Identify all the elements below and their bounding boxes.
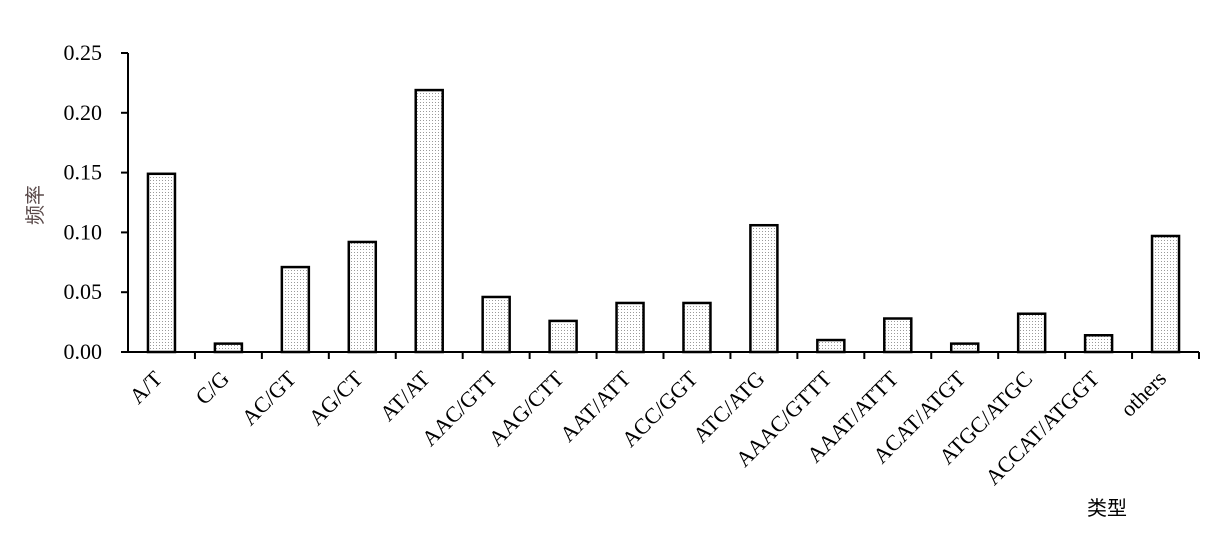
x-category-label: AT/AT <box>375 365 435 425</box>
y-tick-label: 0.10 <box>64 219 103 244</box>
bar <box>213 342 244 354</box>
x-axis-ticks <box>193 352 1200 359</box>
x-category-label: others <box>1115 366 1171 422</box>
y-tick-label: 0.25 <box>64 40 103 65</box>
bar <box>615 301 645 354</box>
bar <box>1150 234 1181 354</box>
x-axis-category-labels: A/T C/G AC/GT AG/CT AT/ATAAC/GTTAAG/CTTAAT/A… <box>124 365 1171 489</box>
bar <box>280 265 311 354</box>
bar <box>414 88 444 354</box>
bar <box>682 301 712 354</box>
bar <box>548 319 578 354</box>
x-category-label: C/G <box>190 366 234 410</box>
y-tick-label: 0.05 <box>64 279 103 304</box>
bar <box>481 295 511 354</box>
x-category-label: A/T <box>124 365 167 408</box>
bar <box>749 223 779 354</box>
x-category-label: ACCAT/ATGGT <box>980 365 1104 489</box>
x-axis-title: 类型 <box>1087 496 1127 520</box>
bars <box>146 88 1181 354</box>
bar <box>949 342 980 354</box>
y-tick-label: 0.20 <box>64 100 103 125</box>
x-category-label: AC/GT <box>237 365 302 430</box>
bar <box>1083 334 1114 354</box>
y-tick-label: 0.15 <box>64 160 103 185</box>
y-tick-label: 0.00 <box>64 339 103 364</box>
bar <box>347 240 378 354</box>
bar <box>816 338 846 354</box>
y-axis-ticks: 0.00 0.05 0.10 0.15 0.20 0.25 <box>64 40 128 364</box>
bar <box>883 317 913 354</box>
y-axis-title: 频率 <box>23 185 47 225</box>
x-category-label: AG/CT <box>303 365 368 430</box>
bar <box>1016 312 1047 354</box>
bar <box>146 172 177 354</box>
